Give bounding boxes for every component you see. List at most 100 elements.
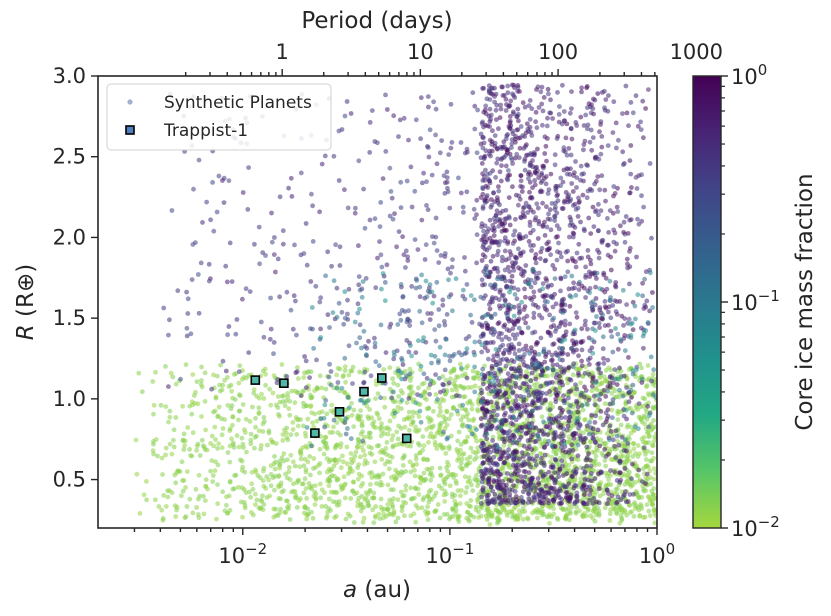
synthetic-planet-point bbox=[319, 161, 325, 167]
synthetic-planet-point bbox=[274, 402, 279, 408]
synthetic-planet-point bbox=[598, 151, 604, 157]
synthetic-planet-point bbox=[553, 387, 559, 392]
synthetic-planet-point bbox=[407, 323, 413, 328]
synthetic-planet-point bbox=[288, 175, 294, 181]
synthetic-planet-point bbox=[624, 110, 630, 116]
synthetic-planet-point bbox=[490, 299, 495, 305]
synthetic-planet-point bbox=[376, 474, 382, 480]
synthetic-planet-point bbox=[536, 480, 542, 486]
synthetic-planet-point bbox=[342, 113, 348, 119]
synthetic-planet-point bbox=[532, 178, 538, 183]
synthetic-planet-point bbox=[593, 440, 598, 445]
synthetic-planet-point bbox=[444, 465, 449, 470]
synthetic-planet-point bbox=[333, 513, 339, 519]
synthetic-planet-point bbox=[511, 268, 517, 273]
synthetic-planet-point bbox=[301, 400, 306, 406]
synthetic-planet-point bbox=[199, 437, 205, 443]
synthetic-planet-point bbox=[465, 434, 470, 440]
synthetic-planet-point bbox=[452, 498, 458, 504]
synthetic-planet-point bbox=[280, 432, 286, 437]
synthetic-planet-point bbox=[288, 432, 294, 438]
synthetic-planet-point bbox=[260, 429, 266, 434]
synthetic-planet-point bbox=[589, 412, 594, 418]
synthetic-planet-point bbox=[612, 469, 617, 475]
synthetic-planet-point bbox=[411, 511, 417, 517]
synthetic-planet-point bbox=[635, 492, 641, 498]
synthetic-planet-point bbox=[514, 393, 520, 399]
synthetic-planet-point bbox=[409, 204, 415, 210]
synthetic-planet-point bbox=[602, 289, 608, 295]
synthetic-planet-point bbox=[615, 185, 620, 191]
synthetic-planet-point bbox=[310, 203, 315, 209]
synthetic-planet-point bbox=[310, 515, 316, 521]
synthetic-planet-point bbox=[346, 343, 352, 349]
synthetic-planet-point bbox=[335, 365, 341, 371]
synthetic-planet-point bbox=[445, 459, 450, 465]
synthetic-planet-point bbox=[424, 179, 429, 185]
synthetic-planet-point bbox=[361, 505, 367, 510]
synthetic-planet-point bbox=[498, 106, 504, 112]
synthetic-planet-point bbox=[551, 511, 557, 517]
synthetic-planet-point bbox=[341, 474, 347, 480]
synthetic-planet-point bbox=[549, 352, 555, 358]
synthetic-planet-point bbox=[488, 258, 494, 264]
synthetic-planet-point bbox=[229, 436, 234, 442]
synthetic-planet-point bbox=[413, 519, 419, 525]
synthetic-planet-point bbox=[628, 430, 634, 436]
synthetic-planet-point bbox=[490, 438, 495, 443]
synthetic-planet-point bbox=[261, 483, 267, 489]
synthetic-planet-point bbox=[530, 158, 535, 163]
synthetic-planet-point bbox=[595, 228, 601, 233]
synthetic-planet-point bbox=[584, 195, 590, 201]
synthetic-planet-point bbox=[484, 493, 490, 498]
synthetic-planet-point bbox=[495, 391, 501, 397]
synthetic-planet-point bbox=[480, 489, 486, 494]
synthetic-planet-point bbox=[350, 364, 356, 370]
synthetic-planet-point bbox=[398, 425, 404, 431]
synthetic-planet-point bbox=[598, 119, 604, 124]
synthetic-planet-point bbox=[455, 449, 461, 455]
synthetic-planet-point bbox=[515, 127, 521, 132]
synthetic-planet-point bbox=[581, 178, 586, 184]
synthetic-planet-point bbox=[626, 355, 631, 360]
synthetic-planet-point bbox=[250, 404, 255, 410]
synthetic-planet-point bbox=[537, 405, 543, 410]
synthetic-planet-point bbox=[621, 323, 626, 328]
synthetic-planet-point bbox=[513, 398, 519, 403]
synthetic-planet-point bbox=[259, 391, 264, 397]
synthetic-planet-point bbox=[449, 264, 455, 270]
synthetic-planet-point bbox=[163, 504, 169, 509]
synthetic-planet-point bbox=[336, 178, 342, 183]
synthetic-planet-point bbox=[220, 358, 226, 364]
synthetic-planet-point bbox=[503, 136, 509, 142]
synthetic-planet-point bbox=[433, 338, 439, 344]
synthetic-planet-point bbox=[438, 409, 443, 414]
synthetic-planet-point bbox=[496, 334, 501, 340]
synthetic-planet-point bbox=[526, 239, 532, 244]
synthetic-planet-point bbox=[240, 296, 245, 302]
synthetic-planet-point bbox=[598, 437, 604, 443]
synthetic-planet-point bbox=[566, 146, 572, 151]
synthetic-planet-point bbox=[239, 376, 245, 382]
synthetic-planet-point bbox=[278, 480, 284, 486]
synthetic-planet-point bbox=[509, 478, 514, 484]
synthetic-planet-point bbox=[419, 505, 425, 511]
synthetic-planet-point bbox=[261, 334, 267, 340]
synthetic-planet-point bbox=[442, 322, 448, 328]
synthetic-planet-point bbox=[547, 312, 552, 318]
synthetic-planet-point bbox=[214, 209, 220, 215]
synthetic-planet-point bbox=[479, 221, 485, 227]
synthetic-planet-point bbox=[596, 201, 601, 207]
synthetic-planet-point bbox=[277, 294, 282, 300]
synthetic-planet-point bbox=[491, 454, 497, 460]
synthetic-planet-point bbox=[527, 98, 533, 103]
synthetic-planet-point bbox=[479, 349, 485, 355]
synthetic-planet-point bbox=[292, 400, 298, 406]
synthetic-planet-point bbox=[550, 362, 556, 368]
synthetic-planet-point bbox=[568, 377, 574, 383]
synthetic-planet-point bbox=[588, 463, 594, 469]
synthetic-planet-point bbox=[581, 285, 587, 291]
synthetic-planet-point bbox=[492, 370, 497, 376]
synthetic-planet-point bbox=[482, 345, 488, 350]
synthetic-planet-point bbox=[516, 341, 522, 347]
